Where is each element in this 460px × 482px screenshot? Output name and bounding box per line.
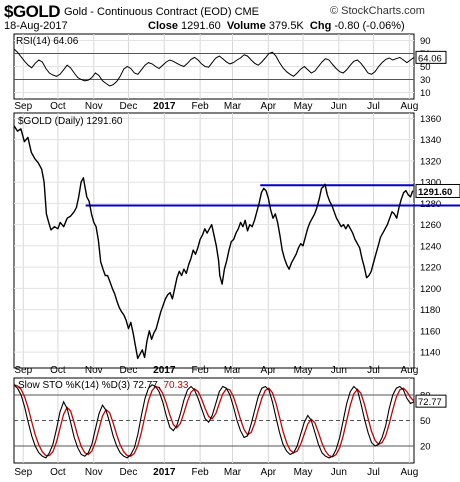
sto-panel-title: Slow STO %K(14) %D(3) 72.77, 70.33: [18, 380, 189, 391]
rsi-tick-label: 30: [420, 75, 431, 86]
month-label: Nov: [85, 365, 103, 376]
sto-last-value-box: [415, 394, 447, 408]
rsi-panel-title: RSI(14) 64.06: [16, 36, 79, 47]
sto-d-value: 70.33: [163, 380, 188, 391]
month-label: May: [294, 101, 313, 112]
quote-summary: Close 1291.60 Volume 379.5K Chg -0.80 (-…: [148, 20, 405, 32]
price-tick-label: 1340: [420, 135, 441, 146]
month-label: Mar: [224, 101, 242, 112]
month-label: 2017: [153, 467, 176, 478]
rsi-tick-label: 50: [420, 62, 431, 73]
month-label: 2017: [153, 365, 176, 376]
panel-frame: [13, 112, 415, 369]
month-label: Jun: [331, 467, 347, 478]
month-label: Jun: [331, 101, 347, 112]
chg-value: -0.80 (-0.06%): [334, 20, 405, 32]
symbol-description: Gold - Continuous Contract (EOD) CME: [64, 6, 260, 18]
month-label: Feb: [192, 365, 210, 376]
month-label: Sep: [14, 365, 32, 376]
month-label: Jul: [367, 365, 380, 376]
month-label: May: [294, 365, 313, 376]
sto-tick-label: 20: [420, 442, 431, 453]
month-label: Sep: [14, 101, 32, 112]
month-label: Feb: [192, 467, 210, 478]
brand-label: © StockCharts.com: [330, 5, 425, 17]
symbol-title: $GOLD: [4, 2, 61, 21]
month-label: Nov: [85, 101, 103, 112]
price-tick-label: 1300: [420, 178, 441, 189]
rsi-last-value-label: 64.06: [418, 53, 442, 64]
month-label: Dec: [120, 365, 138, 376]
rsi-last-value-box: [415, 50, 447, 64]
price-panel-title: $GOLD (Daily) 1291.60: [18, 116, 123, 127]
sto-k-line: [13, 384, 415, 459]
month-label: Mar: [224, 365, 242, 376]
price-tick-label: 1220: [420, 263, 441, 274]
month-label: Dec: [120, 101, 138, 112]
price-last-value-label: 1291.60: [418, 187, 452, 198]
price-tick-label: 1200: [420, 284, 441, 295]
month-label: Feb: [192, 101, 210, 112]
month-label: Apr: [261, 101, 277, 112]
close-label: Close: [148, 20, 178, 32]
rsi-tick-label: 10: [420, 88, 431, 99]
month-label: Oct: [50, 467, 66, 478]
chg-label: Chg: [309, 20, 332, 32]
price-tick-label: 1180: [420, 305, 440, 316]
price-tick-label: 1320: [420, 156, 441, 167]
month-label: Nov: [85, 467, 103, 478]
price-tick-label: 1360: [420, 114, 441, 125]
sto-tick-label: 50: [420, 416, 431, 427]
month-label: Jun: [331, 365, 347, 376]
month-label: Mar: [224, 467, 242, 478]
rsi-line: [13, 48, 415, 87]
month-label: Oct: [50, 101, 66, 112]
price-tick-label: 1240: [420, 241, 441, 252]
month-label: Jul: [367, 467, 380, 478]
month-label: Jul: [367, 101, 380, 112]
month-label: Apr: [261, 467, 277, 478]
sto-d-line: [13, 384, 415, 458]
sto-last-value-label: 72.77: [418, 397, 442, 408]
price-tick-label: 1260: [420, 220, 441, 231]
rsi-tick-label: 90: [420, 36, 431, 47]
month-label: Oct: [50, 365, 66, 376]
price-tick-label: 1140: [420, 348, 440, 359]
close-value: 1291.60: [181, 20, 221, 32]
month-label: May: [294, 467, 313, 478]
price-line: [13, 125, 414, 360]
volume-value: 379.5K: [268, 20, 304, 32]
month-label: Aug: [400, 467, 418, 478]
quote-date: 18-Aug-2017: [4, 20, 68, 32]
month-label: Apr: [261, 365, 277, 376]
month-label: Dec: [120, 467, 138, 478]
month-label: 2017: [153, 101, 176, 112]
month-label: Aug: [400, 101, 418, 112]
month-label: Sep: [14, 467, 32, 478]
month-label: Aug: [400, 365, 418, 376]
price-tick-label: 1280: [420, 199, 441, 210]
price-tick-label: 1160: [420, 326, 440, 337]
price-last-value-box: [415, 183, 460, 198]
volume-label: Volume: [226, 20, 266, 32]
